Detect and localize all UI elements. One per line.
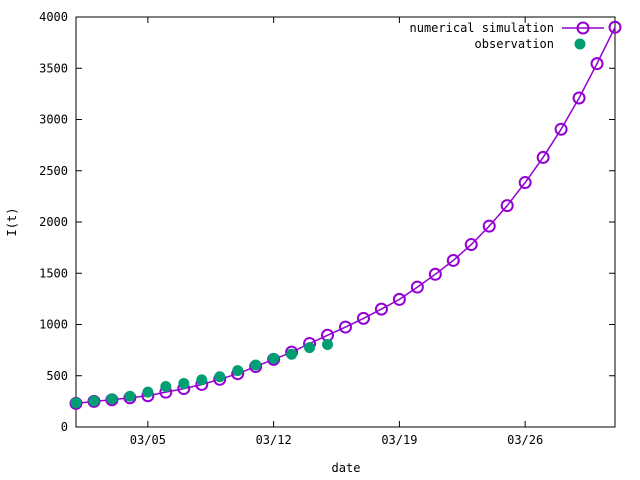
simulation-point <box>410 280 424 294</box>
simulation-point <box>339 320 352 334</box>
legend-marker-observation <box>574 38 586 50</box>
simulation-point <box>374 302 388 316</box>
x-tick-label: 03/12 <box>256 433 292 447</box>
y-tick-label: 3500 <box>39 61 68 75</box>
observation-point <box>250 359 262 371</box>
simulation-point <box>500 199 514 213</box>
legend-label-simulation: numerical simulation <box>410 21 555 35</box>
simulation-point <box>392 292 406 306</box>
y-axis-label: I(t) <box>5 208 19 237</box>
simulation-point <box>590 57 604 71</box>
y-tick-label: 1500 <box>39 266 68 280</box>
simulation-point <box>518 176 532 190</box>
observation-point <box>106 393 118 405</box>
simulation-point <box>572 91 586 105</box>
y-tick-label: 500 <box>46 369 68 383</box>
observation-point <box>286 348 298 360</box>
observation-point <box>142 386 154 398</box>
simulation-point <box>356 311 370 325</box>
x-tick-label: 03/05 <box>130 433 166 447</box>
observation-point <box>178 377 190 389</box>
simulation-point <box>608 20 622 34</box>
legend-label-observation: observation <box>475 37 554 51</box>
simulation-point <box>536 150 550 164</box>
legend-marker-simulation <box>576 21 590 35</box>
y-tick-label: 4000 <box>39 10 68 24</box>
y-tick-label: 1000 <box>39 318 68 332</box>
observation-point <box>304 342 316 354</box>
y-tick-label: 2000 <box>39 215 68 229</box>
x-axis: 03/05 03/12 03/19 03/26 <box>130 17 543 447</box>
observation-point <box>88 395 100 407</box>
simulation-point <box>554 122 568 136</box>
y-tick-label: 3000 <box>39 113 68 127</box>
simulation-line <box>75 26 616 405</box>
y-tick-label: 0 <box>61 420 68 434</box>
observation-point <box>124 390 136 402</box>
observation-point <box>214 371 226 383</box>
observation-point <box>70 397 82 409</box>
x-tick-label: 03/19 <box>381 433 417 447</box>
x-axis-label: date <box>332 461 361 475</box>
simulation-point <box>428 267 442 281</box>
plot-frame <box>75 16 616 428</box>
simulation-point <box>482 219 496 233</box>
observation-point <box>232 365 244 377</box>
x-tick-label: 03/26 <box>507 433 543 447</box>
legend: numerical simulation observation <box>410 21 604 51</box>
y-axis: 0 500 1000 1500 2000 2500 3000 3500 4000 <box>39 10 615 434</box>
y-tick-label: 2500 <box>39 164 68 178</box>
simulation-point <box>464 238 478 252</box>
observation-point <box>268 352 280 364</box>
observation-point <box>322 338 334 350</box>
simulation-point <box>446 253 460 267</box>
observation-point <box>160 381 172 393</box>
series-layer <box>69 20 622 410</box>
plot-border <box>75 16 616 428</box>
observation-point <box>196 374 208 386</box>
